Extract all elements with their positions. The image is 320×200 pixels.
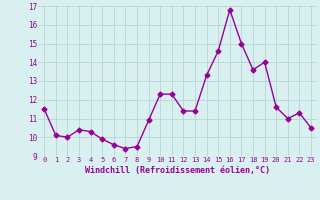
X-axis label: Windchill (Refroidissement éolien,°C): Windchill (Refroidissement éolien,°C) bbox=[85, 166, 270, 175]
